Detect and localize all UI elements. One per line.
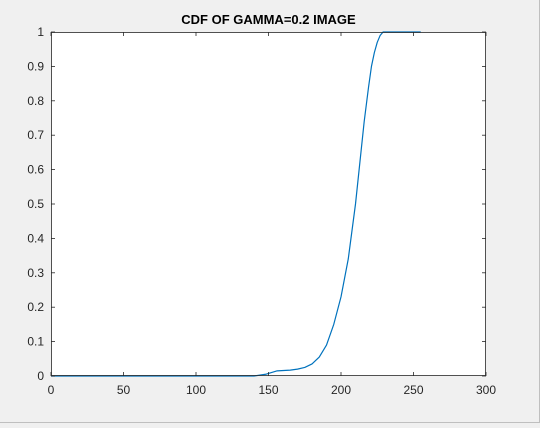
chart-title: CDF OF GAMMA=0.2 IMAGE <box>181 12 356 27</box>
y-tick-label: 0.8 <box>27 94 44 108</box>
y-tick-label: 0 <box>37 369 44 383</box>
axis-ticks: 0 50 100 150 200 250 300 0 0.1 0.2 0.3 0.4 0.5 0.6 0.7… <box>27 25 496 397</box>
cdf-series-line <box>51 31 421 377</box>
x-tick-label: 100 <box>186 383 206 397</box>
y-tick-label: 0.6 <box>27 163 44 177</box>
y-tick-label: 0.4 <box>27 231 44 245</box>
x-tick-label: 250 <box>403 383 423 397</box>
y-tick-label: 0.2 <box>27 300 44 314</box>
axes-background <box>51 32 486 376</box>
y-tick-label: 1 <box>37 25 44 39</box>
plot-lines <box>51 31 421 377</box>
axes-box <box>51 32 486 376</box>
y-tick-label: 0.7 <box>27 128 44 142</box>
x-tick-label: 200 <box>331 383 351 397</box>
y-tick-label: 0.9 <box>27 59 44 73</box>
x-tick-label: 50 <box>117 383 131 397</box>
y-tick-label: 0.1 <box>27 335 44 349</box>
y-tick-label: 0.3 <box>27 266 44 280</box>
x-tick-label: 300 <box>476 383 496 397</box>
x-tick-label: 0 <box>48 383 55 397</box>
y-tick-label: 0.5 <box>27 197 44 211</box>
x-tick-label: 150 <box>258 383 278 397</box>
